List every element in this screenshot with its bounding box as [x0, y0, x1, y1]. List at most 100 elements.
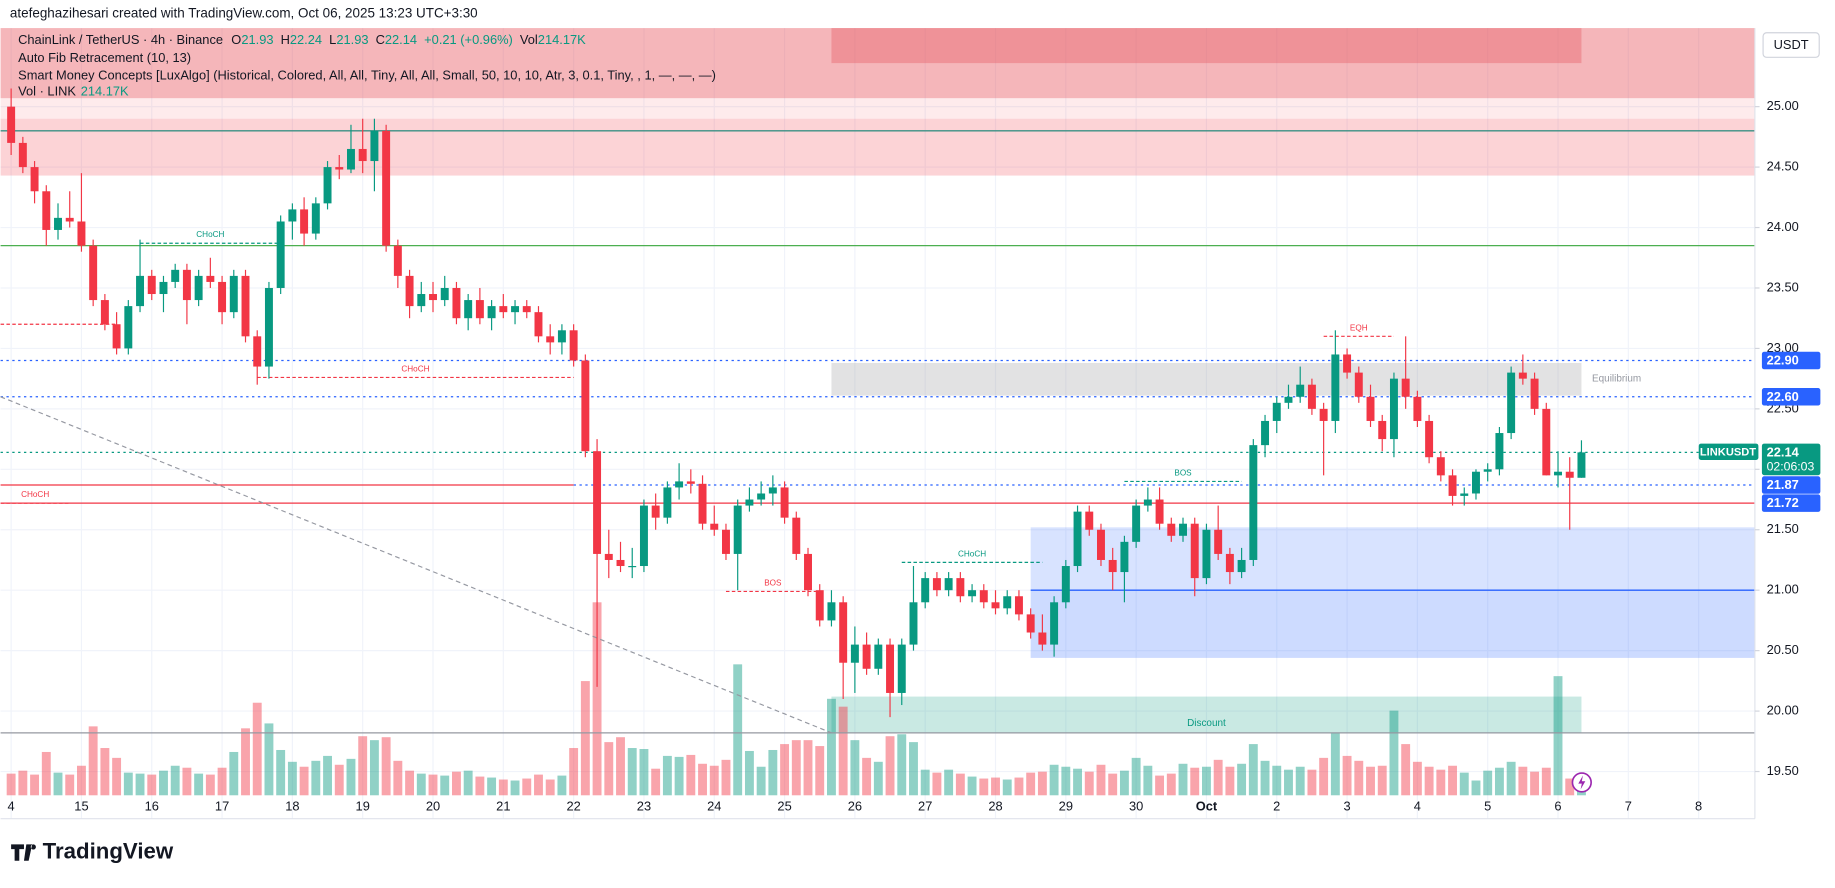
volume-bar: [791, 740, 801, 796]
ohlc-value: 21.93: [336, 32, 368, 47]
symbol-tag: LINKUSDT: [1700, 446, 1756, 458]
x-tick-label: 15: [74, 798, 88, 813]
candle-body: [1202, 529, 1211, 579]
volume-bar: [287, 761, 297, 796]
alert-bolt[interactable]: [1578, 775, 1586, 790]
candle-body: [909, 602, 918, 645]
price-label-box: [1761, 476, 1821, 494]
candle-body: [112, 324, 121, 349]
candle-body: [440, 287, 449, 301]
volume-bar: [815, 746, 825, 796]
candle-body: [7, 106, 16, 143]
volume-bar: [1002, 779, 1012, 796]
candle-body: [780, 487, 789, 518]
countdown: 02:06:03: [1767, 459, 1815, 473]
candle-body: [546, 336, 555, 343]
y-tick-label: 24.00: [1767, 219, 1799, 234]
zone: [0, 28, 1755, 99]
volume-bar: [756, 766, 766, 796]
volume-bar: [229, 751, 239, 796]
candle-body: [1425, 420, 1434, 458]
logo-mark: [11, 844, 36, 861]
candle-body: [886, 644, 895, 693]
candle-body: [1167, 523, 1176, 536]
currency-box[interactable]: [1762, 32, 1820, 58]
volume-bar: [1049, 764, 1059, 796]
y-tick-label: 20.50: [1767, 642, 1799, 657]
volume-bar: [1541, 767, 1551, 796]
candle-body: [1108, 559, 1117, 573]
volume-bar: [1295, 766, 1305, 796]
candle-body: [1014, 596, 1023, 615]
volume-bar: [780, 744, 790, 796]
y-tick-label: 23.50: [1767, 279, 1799, 294]
volume-bar: [627, 748, 637, 796]
candle-body: [1179, 523, 1187, 536]
candle-body: [335, 167, 344, 170]
volume-bar: [1213, 759, 1223, 796]
candle-body: [1143, 499, 1152, 506]
volume-bar: [592, 602, 602, 796]
candle-body: [1097, 529, 1105, 560]
candle-body: [991, 602, 1000, 609]
volume-bar: [18, 770, 28, 796]
volume-bar: [452, 771, 461, 796]
volume-bar: [932, 772, 942, 796]
volume-bar: [428, 774, 438, 796]
volume-bar: [241, 728, 250, 796]
volume-bar: [393, 760, 403, 796]
zone: [1030, 527, 1755, 658]
candle-body: [862, 644, 871, 669]
candle-body: [745, 499, 754, 506]
candle-body: [346, 148, 355, 170]
volume-bar: [323, 755, 332, 796]
candle-body: [147, 275, 156, 295]
structure-label: BOS: [1174, 468, 1192, 477]
ohlc-letter: L: [329, 32, 336, 47]
volume-bar: [1494, 767, 1504, 796]
zones: [0, 28, 1755, 733]
candle-body: [276, 221, 285, 288]
candle-body: [850, 644, 859, 663]
candle-body: [557, 330, 566, 343]
axes: USDT 4 15 16 17 18 19 20 21 22 23 24 25 26 27 28 29 30 Oc…: [0, 28, 1821, 820]
candle-body: [358, 148, 367, 162]
currency[interactable]: USDT: [1774, 37, 1809, 52]
volume-bar: [1307, 769, 1317, 796]
x-tick-label: 8: [1695, 798, 1702, 813]
volume-bar: [1471, 780, 1481, 796]
volume-bar: [850, 740, 860, 796]
volume-bar: [1096, 764, 1106, 796]
price-label-box: [1761, 351, 1821, 370]
volume-bar: [159, 770, 168, 796]
alert-icon[interactable]: [1571, 772, 1592, 793]
volume-bar: [1202, 766, 1211, 796]
candle-body: [124, 306, 133, 349]
volume-bar: [135, 773, 145, 796]
volume-bar: [487, 777, 497, 796]
volume-bar: [1436, 769, 1446, 796]
candle-body: [698, 483, 707, 524]
candle-body: [1460, 493, 1469, 496]
change: +0.21 (+0.96%): [424, 32, 513, 47]
symbol-tag-box: [1698, 443, 1759, 460]
volume-bar: [182, 767, 192, 796]
volume-bar: [1483, 770, 1493, 796]
candle-body: [1296, 384, 1305, 397]
volume-bar: [1248, 744, 1258, 796]
volume-bar: [979, 778, 989, 796]
volume-bar: [1178, 763, 1188, 796]
x-tick-label: Oct: [1196, 798, 1218, 813]
volume-bar: [909, 742, 918, 796]
volume-bar: [862, 757, 872, 796]
candle-body: [956, 578, 965, 597]
volume-bar: [252, 702, 262, 796]
candle-body: [1507, 372, 1516, 434]
volume-bar: [416, 773, 426, 796]
candle-body: [979, 590, 988, 603]
volume-bar: [41, 751, 51, 796]
vol-line: Vol · LINK 214.17K: [18, 84, 129, 99]
candle-body: [300, 209, 309, 234]
candle-body: [1003, 596, 1012, 609]
